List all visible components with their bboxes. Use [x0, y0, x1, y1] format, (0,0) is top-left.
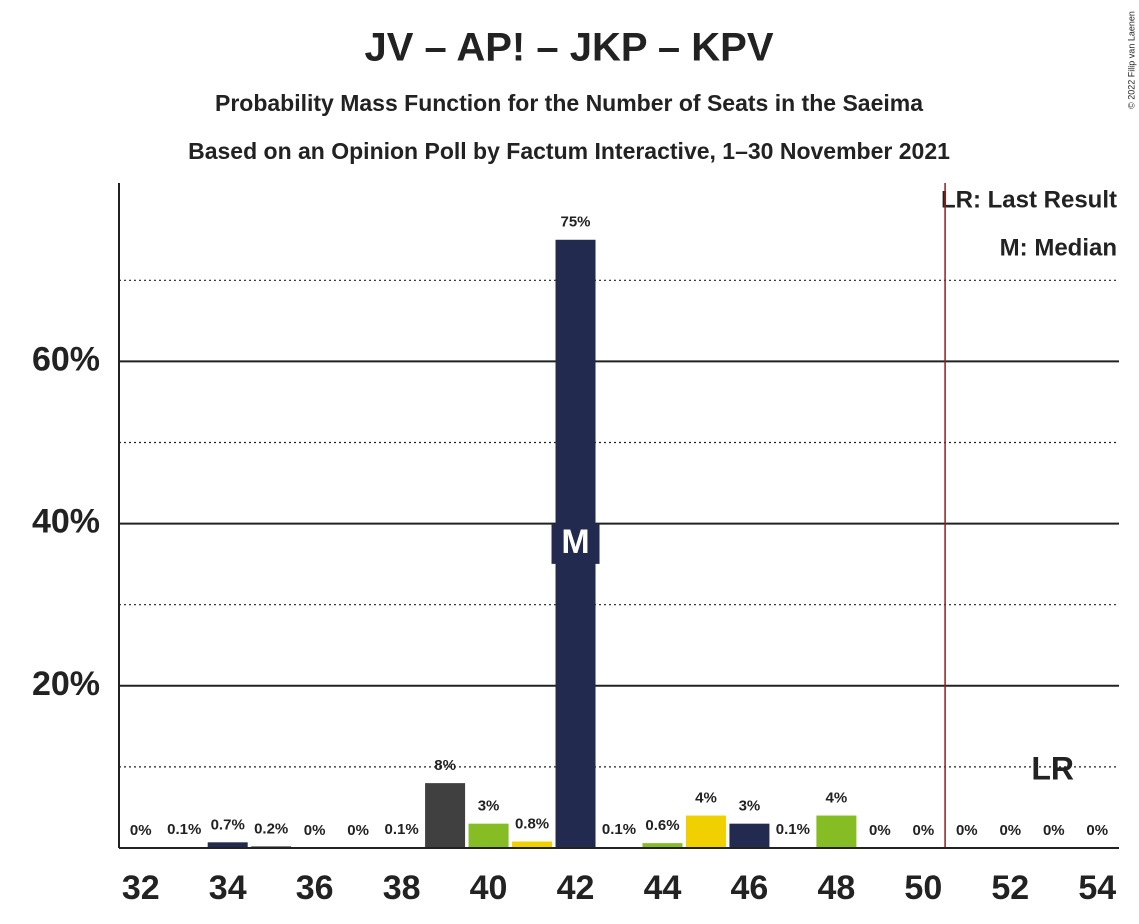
x-tick-label: 54: [1078, 869, 1116, 907]
x-tick-label: 44: [644, 869, 682, 907]
last-result-marker: LR: [1031, 750, 1074, 786]
x-tick-label: 42: [557, 869, 595, 907]
copyright: © 2022 Filip van Laenen: [1126, 11, 1136, 109]
data-label: 0.1%: [167, 821, 201, 838]
data-label: 4%: [695, 790, 717, 807]
median-marker: M: [561, 523, 589, 561]
data-label: 0%: [869, 822, 891, 839]
x-tick-label: 32: [122, 869, 160, 907]
bar: [207, 842, 248, 848]
data-label: 8%: [434, 757, 456, 774]
x-tick-label: 52: [991, 869, 1029, 907]
data-label: 0.1%: [602, 821, 636, 838]
bar: [729, 823, 770, 848]
bar: [685, 815, 726, 848]
data-label: 0.2%: [254, 820, 288, 837]
data-label: 0%: [304, 822, 326, 839]
chart-subtitle: Based on an Opinion Poll by Factum Inter…: [188, 138, 950, 164]
data-label: 3%: [739, 798, 761, 815]
x-tick-label: 34: [209, 869, 247, 907]
y-tick-label: 20%: [32, 665, 100, 703]
chart-subtitle: Probability Mass Function for the Number…: [215, 90, 923, 116]
data-label: 0.7%: [211, 816, 245, 833]
data-label: 0%: [347, 822, 369, 839]
bar: [816, 815, 857, 848]
median-bg: [551, 523, 600, 564]
data-label: 0.1%: [776, 821, 810, 838]
x-tick-label: 36: [296, 869, 334, 907]
data-label: 0%: [999, 822, 1021, 839]
x-tick-label: 38: [383, 869, 421, 907]
data-label: 0%: [1086, 822, 1108, 839]
bar: [642, 843, 683, 848]
data-label: 75%: [561, 214, 591, 231]
bar: [512, 841, 553, 848]
data-label: 3%: [478, 798, 500, 815]
bar: [468, 823, 509, 848]
data-label: 0%: [913, 822, 935, 839]
data-label: 0.1%: [385, 821, 419, 838]
x-tick-label: 50: [904, 869, 942, 907]
x-tick-label: 46: [731, 869, 769, 907]
x-tick-label: 48: [817, 869, 855, 907]
data-label: 0.8%: [515, 815, 549, 832]
data-label: 0%: [130, 822, 152, 839]
data-label: 0%: [1043, 822, 1065, 839]
legend-entry: M: Median: [1000, 234, 1117, 261]
data-label: 0%: [956, 822, 978, 839]
bar: [425, 783, 466, 848]
y-tick-label: 40%: [32, 503, 100, 541]
data-label: 0.6%: [645, 817, 679, 834]
y-tick-label: 60%: [32, 340, 100, 378]
data-label: 4%: [826, 790, 848, 807]
chart-title: JV – AP! – JKP – KPV: [364, 26, 773, 70]
legend-entry: LR: Last Result: [941, 186, 1117, 213]
x-tick-label: 40: [470, 869, 508, 907]
